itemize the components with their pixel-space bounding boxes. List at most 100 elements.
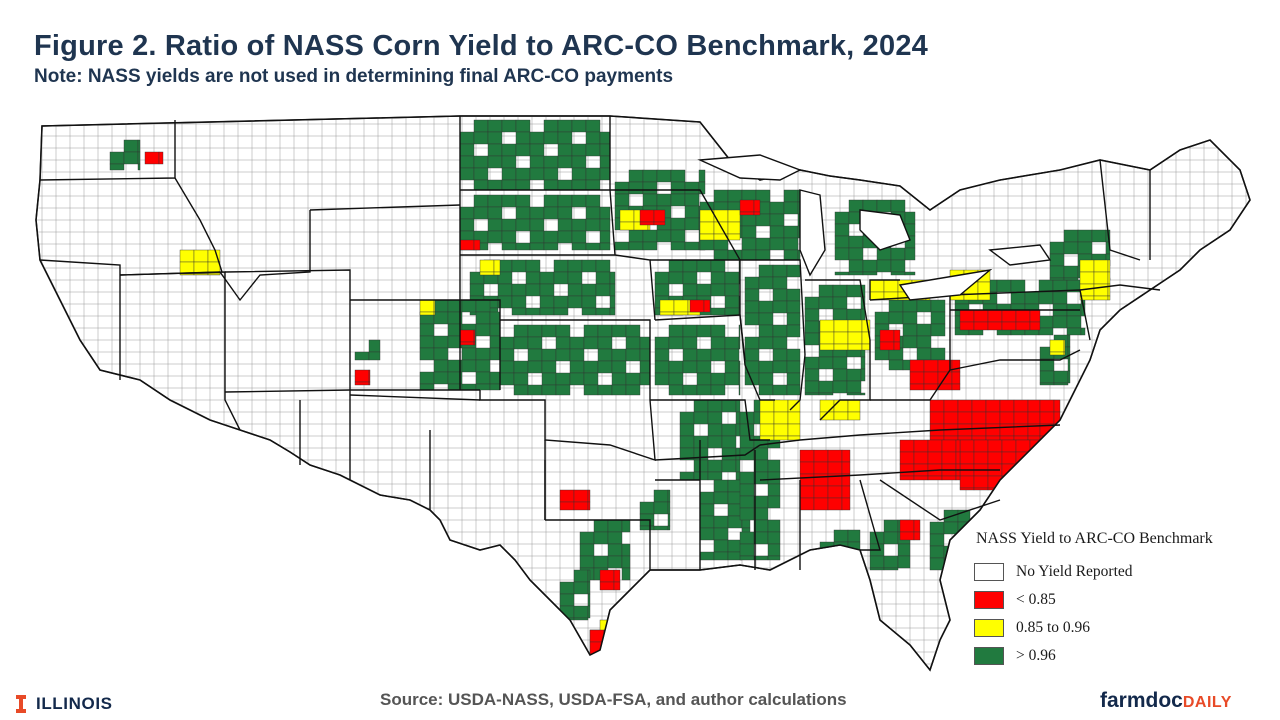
county-cell [667,489,671,503]
county-cell [541,360,557,374]
county-cell [1067,334,1071,348]
county-cell [1053,399,1061,413]
county-cell [473,194,489,208]
county-cell [755,237,771,251]
county-cell [813,449,829,463]
county-cell [1049,277,1065,281]
county-cell [909,383,925,391]
county-cell [923,383,939,391]
county-cell [489,323,501,337]
county-cell [973,451,989,465]
county-cell [693,411,709,425]
county-cell [585,218,601,232]
county-cell [985,411,1001,425]
county-cell [846,368,862,382]
county-cell [487,230,503,244]
county-cell [513,360,529,374]
county-cell [489,335,501,349]
county-cell [654,360,670,374]
county-cell [735,471,741,481]
county-cell [987,309,1003,323]
county-cell [595,307,611,316]
county-cell [930,299,946,313]
county-cell [529,230,545,244]
county-cell [879,341,895,351]
county-cell [902,311,918,325]
county-cell [583,384,599,396]
county-cell [847,411,861,421]
county-cell [783,225,799,239]
county-cell [876,259,892,273]
county-cell [819,343,835,351]
county-cell [557,218,573,232]
county-cell [787,423,801,437]
county-cell [724,360,740,374]
county-cell [1038,327,1054,336]
illinois-logo: ILLINOIS [16,694,113,714]
county-cell [710,271,726,285]
county-cell [628,229,644,243]
county-cell [860,308,866,322]
source-note: Source: USDA-NASS, USDA-FSA, and author … [380,690,847,709]
county-cell [735,399,741,413]
legend-item-no-yield: No Yield Reported [974,558,1256,586]
legend-swatch [974,647,1004,665]
county-cell [489,383,501,391]
county-cell [587,489,591,503]
county-cell [772,276,788,290]
county-cell [888,299,904,313]
county-cell [1039,411,1055,425]
county-cell [739,471,755,485]
county-cell [469,283,485,297]
county-cell [703,299,711,313]
county-cell [977,281,991,295]
county-cell [585,242,601,251]
county-cell [515,194,531,208]
county-cell [799,473,815,487]
county-cell [621,543,631,557]
county-cell [571,143,587,157]
county-cell [699,515,715,529]
county-cell [772,336,788,350]
legend-label: 0.85 to 0.96 [1016,619,1091,636]
county-cell [567,259,583,273]
county-cell [587,569,591,583]
county-cell [804,296,820,310]
county-cell [959,321,975,331]
county-cell [973,439,989,453]
county-cell [1052,291,1068,305]
county-cell [625,384,641,396]
county-cell [929,411,945,425]
county-cell [654,372,670,386]
county-cell [696,360,712,374]
county-cell [909,359,925,373]
county-cell [758,372,774,386]
county-cell [493,271,501,276]
county-cell [833,399,849,413]
county-cell [1049,265,1065,279]
county-cell [587,605,591,619]
county-cell [713,539,729,553]
county-cell [904,247,916,261]
county-cell [833,319,849,333]
county-cell [1049,351,1065,356]
county-cell [693,435,709,449]
county-cell [902,335,918,349]
county-cell [489,371,501,385]
county-cell [890,271,906,276]
county-cell [611,360,627,374]
county-cell [923,371,939,385]
county-cell [710,259,726,273]
county-cell [1093,259,1109,273]
county-cell [987,321,1003,331]
county-cell [710,348,726,362]
county-cell [1093,271,1109,285]
county-cell [653,489,669,503]
county-cell [941,451,957,465]
county-cell [499,348,515,362]
county-cell [511,283,527,297]
county-cell [735,447,741,461]
county-cell [557,119,573,133]
county-cell [137,139,141,153]
county-cell [833,529,849,543]
